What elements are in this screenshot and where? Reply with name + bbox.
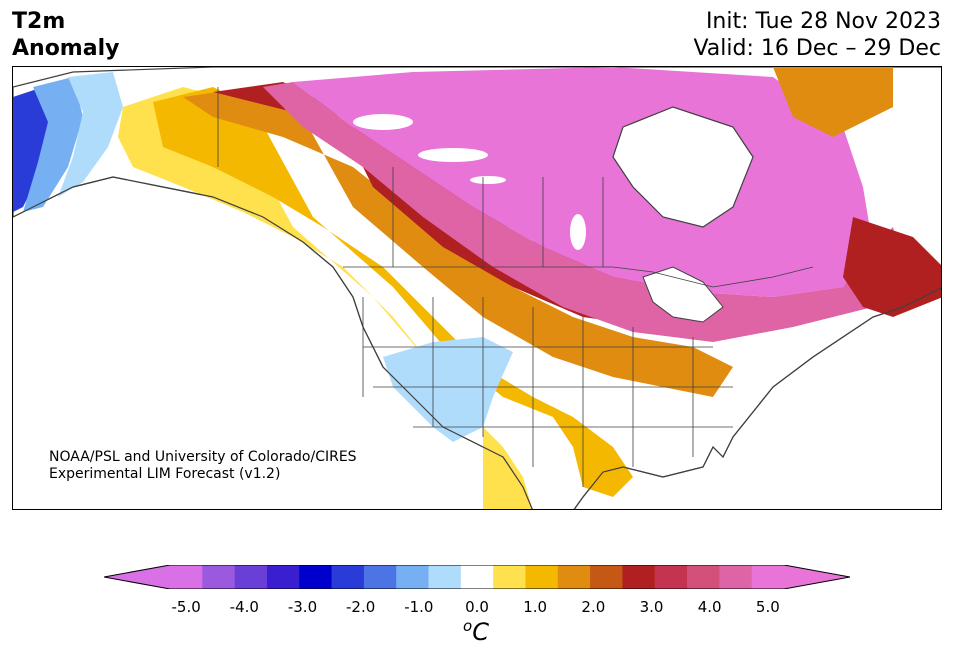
init-date: Init: Tue 28 Nov 2023 <box>705 9 941 34</box>
anomaly-map <box>12 66 942 510</box>
hudson-bay <box>612 106 754 228</box>
great-slave-lake <box>418 148 488 162</box>
alaska-cold-mid <box>23 77 83 212</box>
lake-athabasca <box>470 176 506 184</box>
credit-line1: NOAA/PSL and University of Colorado/CIRE… <box>49 449 357 465</box>
northeast-orange <box>773 67 893 137</box>
date-info: Init: Tue 28 Nov 2023 Valid: 16 Dec – 29… <box>693 8 941 62</box>
colorbar-tick-label: 0.0 <box>465 598 489 616</box>
colorbar-cell <box>170 565 203 589</box>
colorbar-cell <box>299 565 333 589</box>
lake-winnipeg <box>570 214 586 250</box>
great-lakes <box>642 266 724 323</box>
warm-yellow-west <box>118 87 533 509</box>
colorbar-tick-label: -3.0 <box>287 598 318 616</box>
colorbar <box>104 565 850 589</box>
alaska-cold-light <box>58 72 123 197</box>
colorbar-cell <box>460 565 494 589</box>
warm-orange-west <box>183 87 733 397</box>
colorbar-cell <box>266 565 300 589</box>
credit-text: NOAA/PSL and University of Colorado/CIRE… <box>49 449 357 483</box>
colorbar-cell <box>396 565 430 589</box>
colorbar-cell <box>234 565 268 589</box>
northeast-red <box>843 217 941 317</box>
variable-title: T2m Anomaly <box>12 8 119 62</box>
colorbar-cell <box>331 565 365 589</box>
colorbar-cell <box>590 565 623 589</box>
variable-title-line1: T2m <box>12 9 66 34</box>
warm-gold-west <box>153 87 633 497</box>
colorbar-tick-label: 3.0 <box>639 598 664 616</box>
colorbar-tick-label: 2.0 <box>581 598 606 616</box>
colorbar-tick-label: -4.0 <box>229 598 259 616</box>
colorbar-cell <box>363 565 397 589</box>
coastline <box>13 176 941 509</box>
colorbar-ticks: -5.0 -4.0 -3.0 -2.0 -1.0 0.0 1.0 2.0 3.0 4.0 5.0 <box>0 598 953 616</box>
colorbar-cell <box>428 565 462 589</box>
colorbar-over-triangle <box>784 565 850 589</box>
colorbar-cell <box>622 565 656 589</box>
unit-degree: o <box>463 617 473 635</box>
variable-title-line2: Anomaly <box>12 36 120 61</box>
colorbar-cell <box>557 565 591 589</box>
colorbar-tick-label: -1.0 <box>404 598 434 616</box>
us-canada-border <box>343 266 814 288</box>
provincial-lines <box>392 167 604 267</box>
colorbar-cell <box>687 565 720 589</box>
great-bear-lake <box>353 114 413 130</box>
alaska-cold-dark <box>13 87 53 212</box>
boundaries <box>217 87 814 487</box>
colorbar-cell <box>719 565 753 589</box>
unit-base: C <box>472 618 489 646</box>
colorbar-cell <box>751 565 785 589</box>
colorbar-tick-label: 1.0 <box>523 598 548 616</box>
us-state-lines <box>362 297 733 487</box>
southwest-cold <box>383 337 513 442</box>
valid-range: Valid: 16 Dec – 29 Dec <box>693 36 941 61</box>
warm-pink-core <box>293 67 873 297</box>
colorbar-tick-label: -5.0 <box>171 598 201 616</box>
colorbar-under-triangle <box>104 565 170 589</box>
colorbar-unit: oC <box>463 617 489 646</box>
credit-line2: Experimental LIM Forecast (v1.2) <box>49 466 281 482</box>
colorbar-cell <box>493 565 526 589</box>
colorbar-tick-label: -2.0 <box>346 598 376 616</box>
colorbar-tick-label: 4.0 <box>697 598 722 616</box>
colorbar-cell <box>525 565 559 589</box>
colorbar-cell <box>202 565 236 589</box>
colorbar-tick-label: 5.0 <box>755 598 780 616</box>
map-canvas <box>13 67 941 509</box>
warm-rose-ring <box>263 82 903 342</box>
colorbar-cell <box>654 565 688 589</box>
